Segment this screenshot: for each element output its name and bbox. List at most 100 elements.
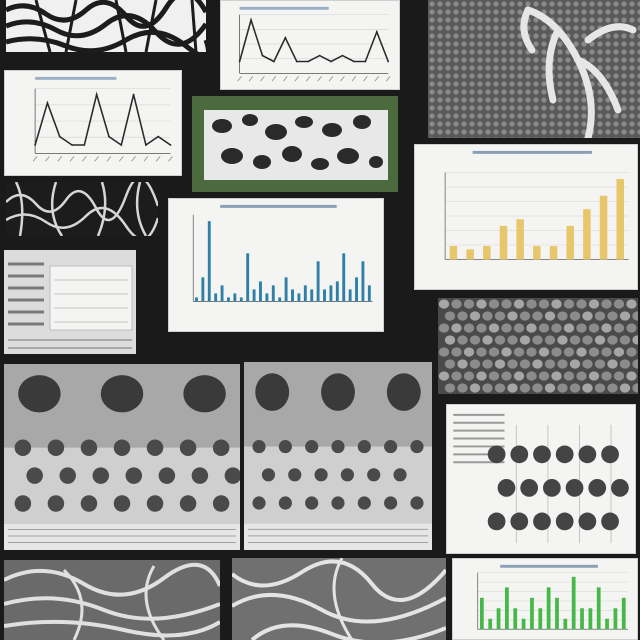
- bar: [613, 608, 618, 630]
- small-sphere: [113, 439, 131, 456]
- data-point: [120, 144, 123, 146]
- bar: [239, 297, 243, 302]
- bar: [220, 285, 224, 302]
- small-sphere: [384, 496, 398, 510]
- pebble: [476, 323, 487, 333]
- data-point: [295, 60, 298, 63]
- chart-title-placeholder: [239, 6, 329, 10]
- cellular-foam-image: [204, 110, 388, 180]
- bar: [355, 277, 358, 302]
- large-sphere: [18, 375, 61, 413]
- small-sphere: [47, 439, 65, 456]
- pebble: [632, 335, 638, 345]
- sphere-node: [555, 512, 574, 531]
- photo-caption-band: [244, 523, 432, 550]
- pebble: [438, 323, 450, 333]
- pebble: [632, 359, 638, 369]
- bar: [227, 297, 230, 302]
- pebble: [482, 311, 493, 321]
- bar: [214, 293, 218, 302]
- pebble: [619, 383, 631, 393]
- bar: [201, 277, 205, 302]
- bar: [259, 281, 262, 302]
- diagram-spheres-grid: [446, 404, 636, 554]
- x-tick-label-placeholder: [119, 156, 124, 162]
- pebble: [513, 347, 525, 357]
- bar: [329, 285, 333, 302]
- pebble: [576, 371, 587, 381]
- bar-chart-center-svg: [192, 204, 373, 302]
- line-chart-top: [220, 0, 400, 90]
- pebble: [463, 323, 475, 333]
- bar: [583, 209, 591, 260]
- bar: [466, 249, 474, 260]
- pebble: [476, 371, 487, 381]
- texture-folds-middle: [232, 558, 446, 640]
- x-tick-label-placeholder: [340, 76, 345, 82]
- sphere-node: [487, 512, 506, 531]
- bar: [449, 246, 458, 260]
- small-sphere: [278, 440, 292, 454]
- bar: [516, 219, 524, 260]
- pebble: [626, 323, 637, 333]
- data-point: [83, 144, 86, 146]
- bar: [555, 597, 559, 630]
- data-point: [273, 60, 275, 63]
- pebble: [613, 299, 625, 309]
- bar: [367, 285, 371, 302]
- pebble: [507, 311, 518, 321]
- bar: [580, 608, 584, 630]
- pebble: [507, 383, 518, 393]
- small-sphere: [212, 439, 230, 456]
- bar: [488, 618, 493, 630]
- bar: [496, 608, 501, 630]
- pebble: [588, 323, 600, 333]
- x-tick-label-placeholder: [283, 76, 288, 82]
- small-sphere: [92, 467, 110, 484]
- bar: [499, 225, 508, 260]
- pebble: [482, 383, 493, 393]
- bar: [303, 285, 307, 302]
- data-point: [307, 60, 310, 63]
- pebble: [588, 371, 600, 381]
- x-tick-label-placeholder: [374, 76, 380, 82]
- x-tick-label-placeholder: [317, 76, 322, 82]
- bar: [291, 289, 294, 302]
- pebble: [488, 347, 500, 357]
- pebble: [526, 347, 537, 357]
- pebble: [569, 359, 581, 369]
- x-tick-label-placeholder: [106, 156, 112, 162]
- large-sphere: [100, 375, 144, 413]
- large-sphere: [183, 375, 226, 413]
- pebble: [601, 371, 612, 381]
- pebble: [613, 371, 625, 381]
- pebble: [588, 347, 600, 357]
- zebra-stripes-image: [6, 0, 206, 52]
- pebble: [444, 383, 456, 393]
- sphere-node: [578, 445, 597, 464]
- pebble: [494, 311, 506, 321]
- photo-spheres-left: [4, 364, 240, 550]
- pebble: [613, 323, 625, 333]
- sphere-node: [555, 445, 574, 464]
- bar: [265, 293, 269, 302]
- sphere-node: [533, 512, 551, 531]
- pebble: [451, 347, 462, 357]
- data-point: [364, 60, 367, 63]
- sphere-node: [588, 479, 607, 497]
- pebble: [501, 347, 512, 357]
- sphere-node: [611, 479, 629, 497]
- bar: [571, 576, 576, 630]
- bar: [530, 597, 534, 630]
- pebble: [601, 299, 612, 309]
- pebble: [507, 359, 518, 369]
- sphere-node: [601, 512, 619, 531]
- data-point: [353, 60, 355, 63]
- small-sphere: [125, 467, 143, 484]
- pebble: [526, 323, 537, 333]
- bar-chart-right-svg: [444, 150, 629, 260]
- sphere-node: [487, 445, 506, 464]
- small-sphere: [367, 468, 381, 482]
- sphere-node: [578, 512, 597, 531]
- data-point: [169, 144, 172, 146]
